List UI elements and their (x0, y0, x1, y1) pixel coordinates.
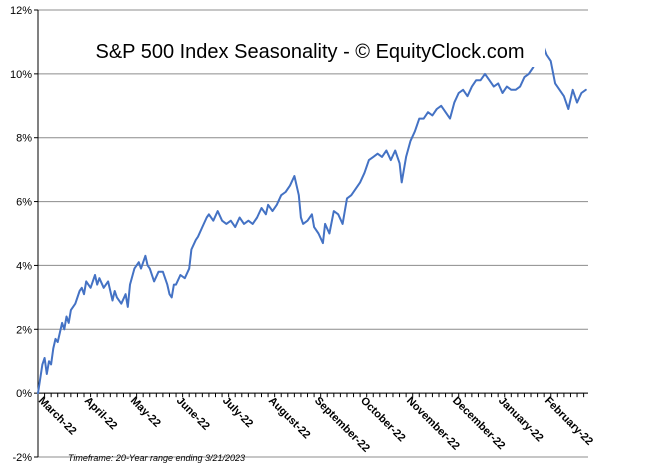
chart-footnote: Timeframe: 20-Year range ending 3/21/202… (68, 453, 245, 463)
series-line (37, 40, 587, 395)
y-tick-label: 0% (16, 388, 32, 400)
series (37, 40, 587, 395)
y-tick-label: 10% (10, 69, 32, 81)
y-tick-label: 4% (16, 260, 32, 272)
axes (34, 9, 588, 458)
y-tick-label: 6% (16, 197, 32, 209)
chart-title: S&P 500 Index Seasonality - © EquityCloc… (95, 41, 524, 63)
title-box (75, 33, 545, 67)
y-tick-label: 12% (10, 5, 32, 17)
y-tick-label: -2% (12, 452, 32, 464)
y-tick-label: 2% (16, 324, 32, 336)
y-tick-label: 8% (16, 133, 32, 145)
